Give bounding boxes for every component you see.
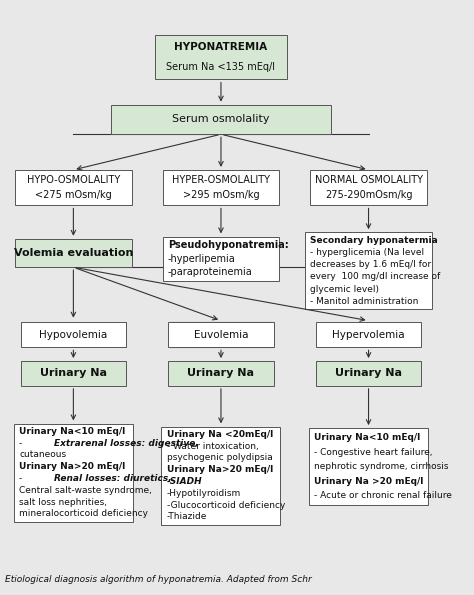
Text: psychogenic polydipsia: psychogenic polydipsia [167, 453, 273, 462]
Text: Urinary Na >20 mEq/l: Urinary Na >20 mEq/l [314, 477, 424, 486]
Text: - Acute or chronic renal failure: - Acute or chronic renal failure [314, 491, 452, 500]
FancyBboxPatch shape [316, 322, 421, 347]
FancyBboxPatch shape [168, 361, 274, 386]
Text: Central salt-waste syndrome,: Central salt-waste syndrome, [19, 486, 152, 495]
Text: salt loss nephrities,: salt loss nephrities, [19, 497, 107, 506]
Text: - Water intoxication,: - Water intoxication, [167, 441, 258, 450]
Text: Urinary Na<10 mEq/l: Urinary Na<10 mEq/l [19, 427, 126, 436]
FancyBboxPatch shape [14, 424, 133, 522]
Text: Pseudohyponatremia:: Pseudohyponatremia: [168, 240, 289, 250]
Text: Urinary Na: Urinary Na [335, 368, 402, 378]
Text: HYPER-OSMOLALITY: HYPER-OSMOLALITY [172, 175, 270, 185]
Text: -Glucocorticoid deficiency: -Glucocorticoid deficiency [167, 500, 285, 509]
Text: <275 mOsm/kg: <275 mOsm/kg [35, 190, 112, 201]
Text: Urinary Na>20 mEq/l: Urinary Na>20 mEq/l [167, 465, 273, 474]
Text: decreases by 1.6 mEq/l for: decreases by 1.6 mEq/l for [310, 260, 431, 269]
Text: - Manitol administration: - Manitol administration [310, 297, 419, 306]
Text: NORMAL OSMOLALITY: NORMAL OSMOLALITY [315, 175, 422, 185]
Text: nephrotic syndrome, cirrhosis: nephrotic syndrome, cirrhosis [314, 462, 449, 471]
FancyBboxPatch shape [305, 232, 432, 309]
Text: Secondary hyponatermia: Secondary hyponatermia [310, 236, 438, 245]
Text: -: - [19, 474, 25, 483]
FancyBboxPatch shape [162, 427, 281, 525]
Text: Serum Na <135 mEq/l: Serum Na <135 mEq/l [166, 62, 275, 72]
FancyBboxPatch shape [20, 361, 126, 386]
Text: Euvolemia: Euvolemia [194, 330, 248, 340]
Text: every  100 mg/dl increase of: every 100 mg/dl increase of [310, 273, 440, 281]
FancyBboxPatch shape [155, 35, 287, 79]
Text: Renal losses: diuretics,: Renal losses: diuretics, [54, 474, 171, 483]
Text: Etiological diagnosis algorithm of hyponatremia. Adapted from Schr: Etiological diagnosis algorithm of hypon… [5, 575, 312, 584]
Text: Serum osmolality: Serum osmolality [172, 114, 270, 124]
FancyBboxPatch shape [111, 105, 331, 134]
FancyBboxPatch shape [163, 170, 279, 205]
Text: -Hypotilyroidism: -Hypotilyroidism [167, 488, 241, 498]
Text: HYPO-OSMOLALITY: HYPO-OSMOLALITY [27, 175, 120, 185]
FancyBboxPatch shape [15, 170, 132, 205]
Text: Urinary Na<10 mEq/l: Urinary Na<10 mEq/l [314, 433, 420, 442]
FancyBboxPatch shape [15, 239, 132, 267]
Text: cutaneous: cutaneous [19, 450, 66, 459]
Text: -Thiazide: -Thiazide [167, 512, 207, 521]
Text: - hyperglicemia (Na level: - hyperglicemia (Na level [310, 248, 424, 257]
Text: -hyperlipemia: -hyperlipemia [168, 254, 236, 264]
Text: Extrarenal losses: digestive,: Extrarenal losses: digestive, [54, 439, 198, 447]
Text: - Congestive heart failure,: - Congestive heart failure, [314, 447, 433, 456]
Text: >295 mOsm/kg: >295 mOsm/kg [182, 190, 259, 201]
Text: Urinary Na: Urinary Na [40, 368, 107, 378]
Text: Urinary Na: Urinary Na [187, 368, 255, 378]
Text: Urinary Na <20mEq/l: Urinary Na <20mEq/l [167, 430, 273, 439]
FancyBboxPatch shape [309, 428, 428, 505]
FancyBboxPatch shape [310, 170, 427, 205]
FancyBboxPatch shape [20, 322, 126, 347]
FancyBboxPatch shape [168, 322, 274, 347]
Text: HYPONATREMIA: HYPONATREMIA [174, 42, 267, 52]
Text: -SIADH: -SIADH [167, 477, 202, 486]
Text: Volemia evaluation: Volemia evaluation [14, 248, 133, 258]
FancyBboxPatch shape [163, 237, 279, 281]
Text: Hypervolemia: Hypervolemia [332, 330, 405, 340]
Text: mineralocorticoid deficiency: mineralocorticoid deficiency [19, 509, 148, 518]
FancyBboxPatch shape [316, 361, 421, 386]
Text: Urinary Na>20 mEq/l: Urinary Na>20 mEq/l [19, 462, 126, 471]
Text: glycemic level): glycemic level) [310, 284, 379, 294]
Text: -: - [19, 439, 25, 447]
Text: -paraproteinemia: -paraproteinemia [168, 267, 253, 277]
Text: Hypovolemia: Hypovolemia [39, 330, 108, 340]
Text: 275-290mOsm/kg: 275-290mOsm/kg [325, 190, 412, 201]
